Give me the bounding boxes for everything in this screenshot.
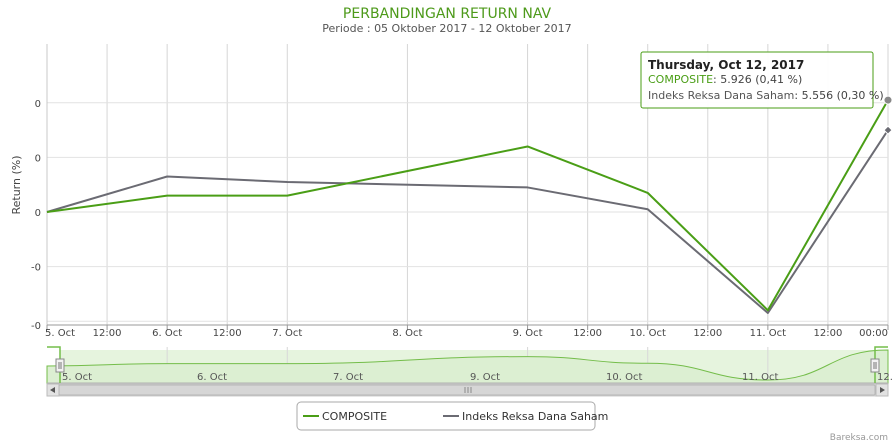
y-tick-label: 0: [35, 99, 41, 110]
x-tick-label: 12:00: [693, 328, 722, 339]
scrollbar-thumb[interactable]: [58, 384, 876, 396]
x-tick-label: 11. Oct: [750, 328, 786, 339]
x-tick-labels: 5. Oct 12:00 6. Oct 12:00 7. Oct 8. Oct 9. Oct…: [45, 328, 888, 339]
navigator-label-1: 6. Oct: [197, 372, 227, 383]
navigator-right-handle-box[interactable]: [870, 358, 880, 373]
tooltip-box: [640, 51, 874, 109]
y-axis-label: Return (%): [10, 155, 23, 214]
navigator-label-0: 5. Oct: [62, 372, 92, 383]
tooltip-composite-label: COMPOSITE: [648, 73, 713, 86]
legend-item-composite[interactable]: COMPOSITE: [303, 410, 387, 423]
y-tick-label: -0: [31, 263, 41, 274]
tooltip-saham-value: 5.556 (0,30 %): [802, 89, 884, 102]
navigator-label-4: 10. Oct: [606, 372, 642, 383]
chart-subtitle: Periode : 05 Oktober 2017 - 12 Oktober 2…: [322, 22, 571, 35]
y-tick-labels: 0 0 0 -0 -0: [31, 99, 41, 332]
navigator-left-handle-box[interactable]: [55, 358, 65, 373]
y-tick-label: 0: [35, 153, 41, 164]
navigator-label-3: 9. Oct: [470, 372, 500, 383]
y-tick-label: -0: [31, 321, 41, 332]
navigator-left-handle[interactable]: [55, 358, 65, 373]
x-tick-label: 7. Oct: [272, 328, 302, 339]
marker-composite-last[interactable]: [883, 95, 892, 105]
scrollbar[interactable]: [46, 383, 889, 397]
navigator[interactable]: 5. Oct 6. Oct 7. Oct 9. Oct 10. Oct 11. …: [46, 346, 892, 384]
tooltip-line-saham: Indeks Reksa Dana Saham: 5.556 (0,30 %): [648, 89, 884, 102]
legend-item-saham[interactable]: Indeks Reksa Dana Saham: [443, 410, 608, 423]
navigator-label-6: 12.: [877, 372, 892, 383]
credit[interactable]: Bareksa.com: [830, 433, 888, 443]
chart-title: PERBANDINGAN RETURN NAV: [343, 6, 552, 22]
marker-saham-last[interactable]: [883, 125, 892, 135]
scroll-left-arrow-icon: [50, 387, 55, 393]
tooltip-composite-value: 5.926 (0,41 %): [720, 73, 802, 86]
legend: COMPOSITE Indeks Reksa Dana Saham: [296, 401, 608, 431]
series-line-saham[interactable]: [46, 129, 889, 315]
legend-label-saham: Indeks Reksa Dana Saham: [462, 410, 608, 423]
legend-label-composite: COMPOSITE: [322, 410, 387, 423]
navigator-series: [46, 349, 889, 384]
x-tick-label: 12:00: [93, 328, 122, 339]
x-tick-label: 5. Oct: [45, 328, 75, 339]
scroll-right-arrow-icon: [880, 387, 885, 393]
grid: [46, 44, 889, 330]
x-tick-label: 6. Oct: [152, 328, 182, 339]
tooltip-header: Thursday, Oct 12, 2017: [648, 58, 804, 72]
navigator-label-2: 7. Oct: [333, 372, 363, 383]
tooltip: Thursday, Oct 12, 2017 COMPOSITE: 5.926 …: [640, 51, 884, 109]
x-tick-label: 00:00: [859, 328, 888, 339]
x-tick-label: 8. Oct: [392, 328, 422, 339]
x-tick-label: 12:00: [814, 328, 843, 339]
y-tick-label: 0: [35, 208, 41, 219]
x-tick-label: 12:00: [213, 328, 242, 339]
series-group: [46, 95, 892, 315]
x-tick-label: 12:00: [573, 328, 602, 339]
navigator-right-handle[interactable]: [870, 358, 880, 373]
tooltip-saham-label: Indeks Reksa Dana Saham: [648, 89, 794, 102]
x-tick-label: 10. Oct: [630, 328, 666, 339]
navigator-label-5: 11. Oct: [742, 372, 778, 383]
series-line-composite[interactable]: [46, 99, 889, 312]
x-tick-label: 9. Oct: [513, 328, 543, 339]
tooltip-line-composite: COMPOSITE: 5.926 (0,41 %): [648, 73, 802, 86]
